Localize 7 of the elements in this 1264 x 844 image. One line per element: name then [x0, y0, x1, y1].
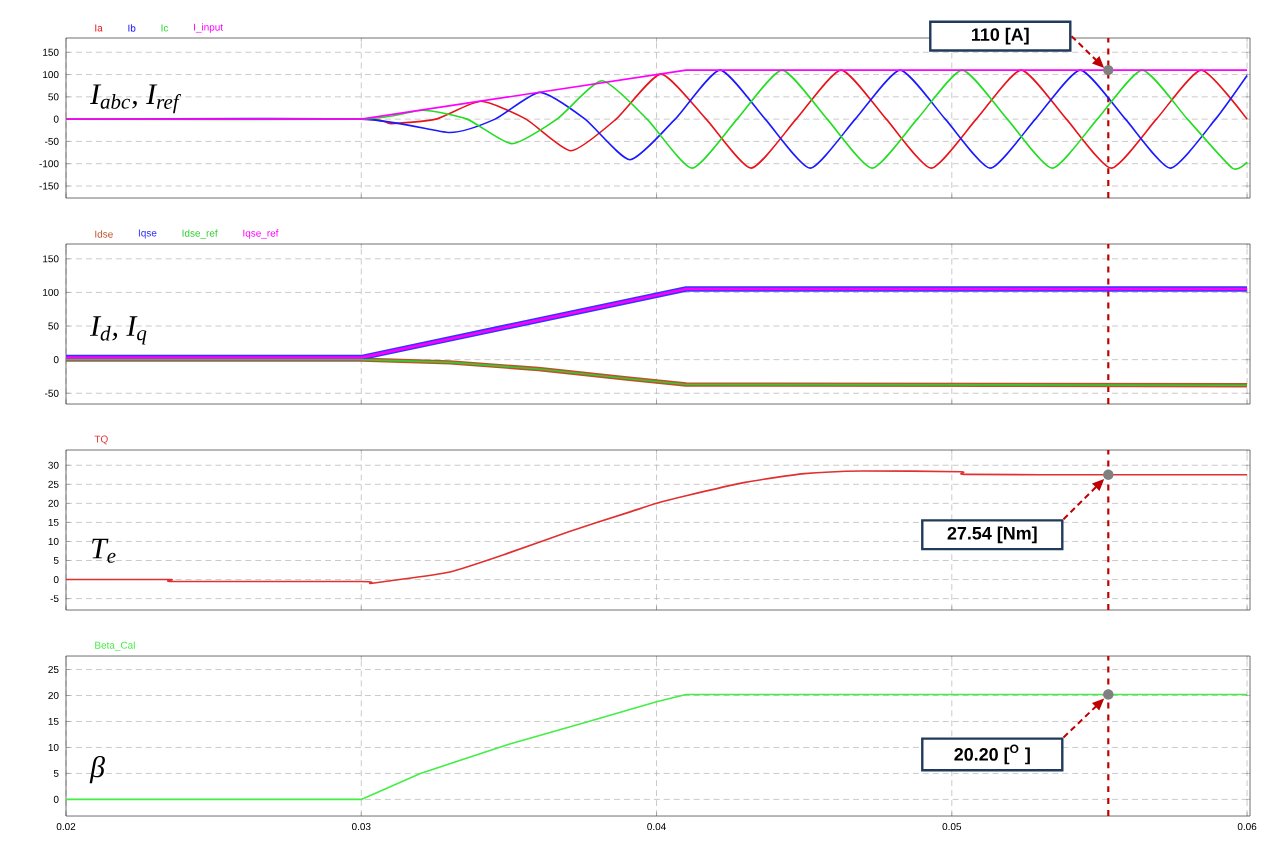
y-axis-title: β — [89, 755, 105, 784]
y-axis-title: I$_{d}$, I$_{q}$ — [89, 316, 147, 345]
annotation: 20.20 [$^{O}$ ] — [954, 744, 1030, 765]
y-axis-title: T$_{e}$ — [92, 538, 116, 563]
annotation: 27.54 [Nm] — [947, 526, 1037, 544]
annotation: 110 [A] — [972, 27, 1029, 45]
y-axis-title: I$_{abc}$, I$_{ref}$ — [89, 84, 182, 114]
